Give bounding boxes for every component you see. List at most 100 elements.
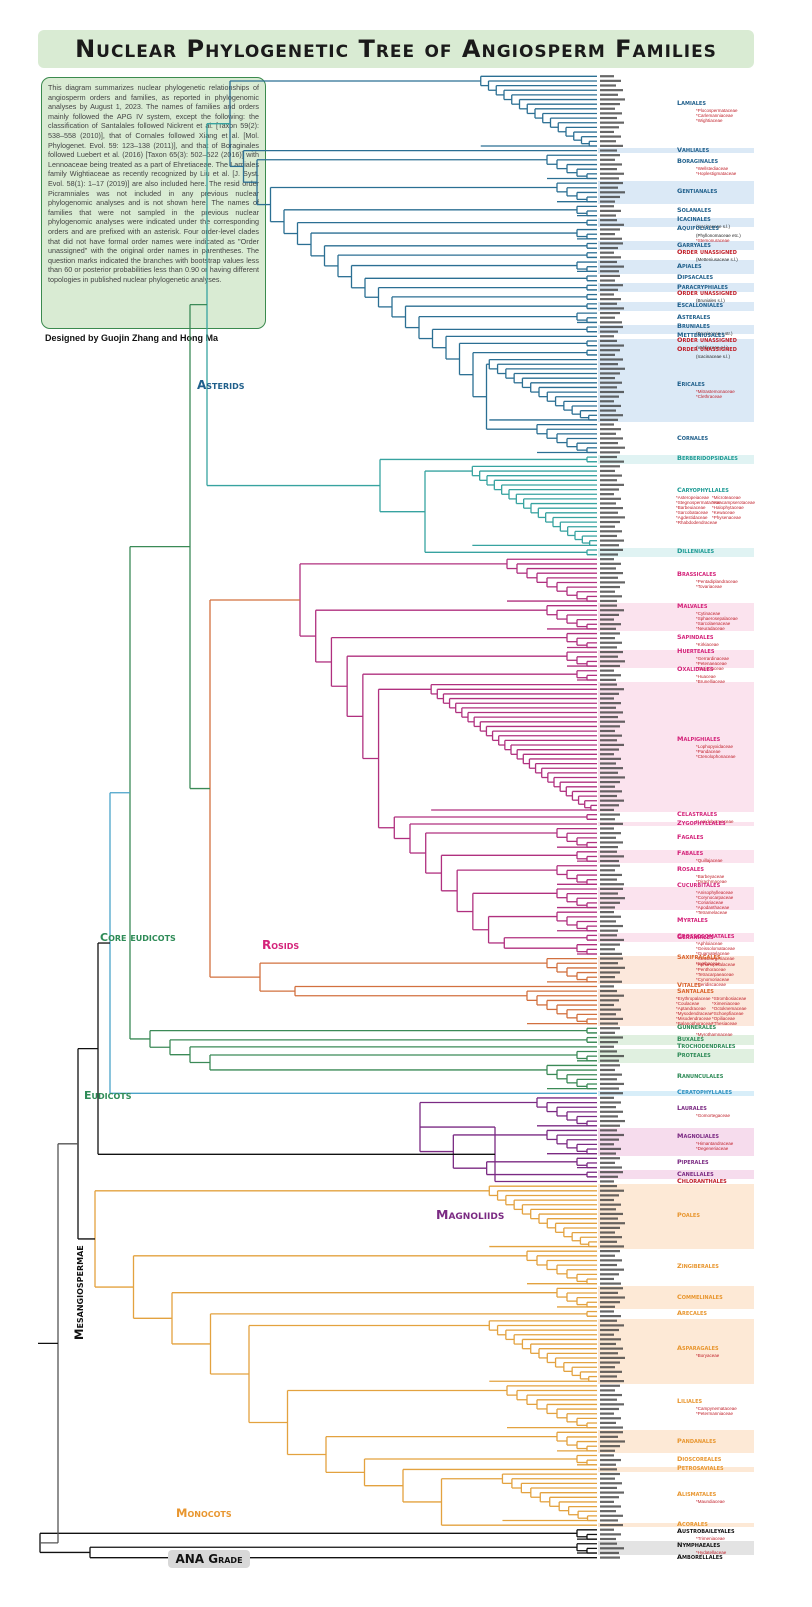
family-tip-label <box>600 1045 614 1048</box>
family-tip-label <box>600 307 624 310</box>
family-tip-label <box>600 855 624 858</box>
order-band <box>598 1318 754 1384</box>
family-tip-label <box>600 1468 617 1471</box>
order-label: Fagales <box>677 832 704 841</box>
family-tip-label <box>600 1273 619 1276</box>
family-tip-label <box>600 1510 616 1513</box>
order-note: *Schoepfiaceae <box>712 1011 744 1017</box>
order-note: *Halophytaceae <box>712 504 744 510</box>
family-tip-label <box>600 1537 616 1541</box>
order-label: Arecales <box>677 1308 708 1317</box>
order-note: *Dirachmaceae <box>696 879 727 885</box>
family-tip-label <box>600 1305 615 1308</box>
family-tip-label <box>600 1315 621 1318</box>
family-tip-label <box>600 637 615 640</box>
order-label: Garryales <box>677 240 711 249</box>
clade-label-core-eudicots: Core eudicots <box>100 931 176 944</box>
family-tip-label <box>600 1454 614 1457</box>
family-tip-label <box>600 1143 614 1146</box>
order-label: Pandanales <box>677 1436 717 1445</box>
order-label: Celastrales <box>677 809 718 818</box>
order-note: *Aptandraceae <box>676 1006 706 1012</box>
order-note: *Octoknemaceae <box>712 1006 747 1012</box>
order-note: *Lophopyxidaceae <box>696 743 734 749</box>
clade-label-eudicots: Eudicots <box>84 1089 132 1102</box>
family-tip-label <box>600 1528 614 1531</box>
order-label: Bruniales <box>677 321 710 330</box>
family-tip-label <box>600 1435 618 1438</box>
order-note: *Clethraceae <box>696 393 723 399</box>
order-note: (Phyllonomaceae etc.) <box>696 233 741 239</box>
family-tip-label <box>600 465 620 468</box>
family-tip-label <box>600 572 623 575</box>
family-tip-label <box>600 1519 618 1522</box>
family-tip-label <box>600 1380 624 1383</box>
family-tip-label <box>600 1115 618 1118</box>
family-tip-label <box>600 191 625 194</box>
order-label: Acorales <box>677 1520 708 1529</box>
order-band <box>598 282 754 293</box>
order-band <box>598 1035 754 1045</box>
family-tip-label <box>600 455 617 459</box>
family-tip-label <box>600 767 623 770</box>
family-tip-label <box>600 270 619 273</box>
family-tip-label <box>600 720 625 723</box>
family-tip-label <box>600 915 621 918</box>
family-tip-label <box>600 256 621 259</box>
order-note: *Petermanniaceae <box>696 1410 734 1416</box>
family-tip-label <box>600 497 621 500</box>
family-tip-label <box>600 1022 618 1025</box>
family-tip-label <box>600 474 622 477</box>
family-tip-label <box>600 1366 615 1369</box>
family-tip-label <box>600 757 621 760</box>
family-tip-label <box>600 502 616 505</box>
order-label: Dilleniales <box>677 547 715 556</box>
family-tip-label <box>600 1551 619 1555</box>
family-tip-label <box>600 330 618 333</box>
family-tip-label <box>600 711 623 714</box>
family-tip-label <box>600 599 617 603</box>
order-label: Dipsacales <box>677 273 714 282</box>
order-label: Nymphaeales <box>677 1540 721 1549</box>
family-tip-label <box>600 511 618 514</box>
family-tip-label <box>600 144 623 147</box>
family-tip-label <box>600 664 620 668</box>
order-note: *Plocospermataceae <box>696 107 738 113</box>
family-tip-label <box>600 107 615 110</box>
order-note: *Sarcobataceae <box>676 509 709 515</box>
family-tip-label <box>600 493 614 496</box>
family-tip-label <box>600 906 615 909</box>
order-label: Zygophyllales <box>677 818 726 827</box>
family-tip-label <box>600 1133 624 1137</box>
family-tip-label <box>600 897 625 900</box>
order-band <box>598 1522 754 1528</box>
family-tip-label <box>600 1333 614 1336</box>
order-note: *Thesiaceae <box>712 1021 738 1027</box>
order-note: *Strasburgeriaceae <box>696 955 735 961</box>
family-tip-label <box>600 688 624 691</box>
family-tip-label <box>600 799 624 802</box>
order-note: *Boryaceae <box>696 1352 720 1358</box>
family-tip-label <box>600 985 614 988</box>
order-note: *Peridiscaceae <box>696 981 727 987</box>
order-label: Brassicales <box>677 570 717 579</box>
family-tip-label <box>600 1119 625 1123</box>
order-note: *Ixerbaceae <box>696 960 721 966</box>
order-note: *Coriariaceae <box>696 899 724 905</box>
family-tip-label <box>600 520 620 524</box>
family-tip-label <box>600 181 623 185</box>
order-band <box>598 886 754 910</box>
order-note: *Anacampserotaceae <box>712 499 756 505</box>
family-tip-label <box>600 1092 623 1095</box>
family-tip-label <box>600 200 615 203</box>
family-tip-label <box>600 702 621 705</box>
clade-label-asterids: Asterids <box>197 378 245 392</box>
family-tip-label <box>600 692 619 695</box>
family-tip-label <box>600 149 617 152</box>
order-band <box>598 1429 754 1454</box>
order-label: Apiales <box>677 261 702 270</box>
family-tip-label <box>600 126 619 129</box>
family-tip-label <box>600 386 617 389</box>
family-tip-label <box>600 776 625 779</box>
family-tip-label <box>600 1324 624 1327</box>
